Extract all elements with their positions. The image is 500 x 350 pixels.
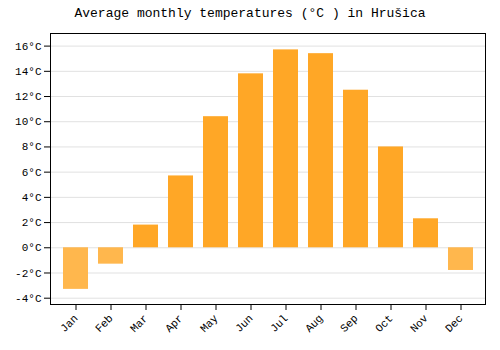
svg-text:12°C: 12°C <box>15 91 42 103</box>
svg-text:Mar: Mar <box>128 312 150 334</box>
svg-text:Jul: Jul <box>268 312 290 334</box>
svg-text:Jan: Jan <box>58 312 80 334</box>
svg-text:-4°C: -4°C <box>15 293 42 305</box>
svg-text:May: May <box>198 312 221 335</box>
svg-text:8°C: 8°C <box>22 141 42 153</box>
svg-text:Aug: Aug <box>303 312 325 334</box>
svg-text:-2°C: -2°C <box>15 268 42 280</box>
svg-text:Jun: Jun <box>233 312 255 334</box>
svg-text:Nov: Nov <box>408 312 431 335</box>
svg-text:0°C: 0°C <box>22 242 42 254</box>
svg-text:2°C: 2°C <box>22 217 42 229</box>
html-text:Average monthly temperatures (: Average monthly temperatures (°C ) in Hr… <box>74 6 426 21</box>
svg-text:16°C: 16°C <box>15 41 42 53</box>
svg-text:10°C: 10°C <box>15 116 42 128</box>
svg-text:6°C: 6°C <box>22 167 42 179</box>
svg-text:4°C: 4°C <box>22 192 42 204</box>
svg-text:Feb: Feb <box>93 312 115 334</box>
svg-text:Oct: Oct <box>373 312 395 334</box>
svg-text:Apr: Apr <box>163 312 185 334</box>
svg-text:Dec: Dec <box>443 312 465 334</box>
svg-text:14°C: 14°C <box>15 66 42 78</box>
svg-text:Sep: Sep <box>338 312 360 334</box>
